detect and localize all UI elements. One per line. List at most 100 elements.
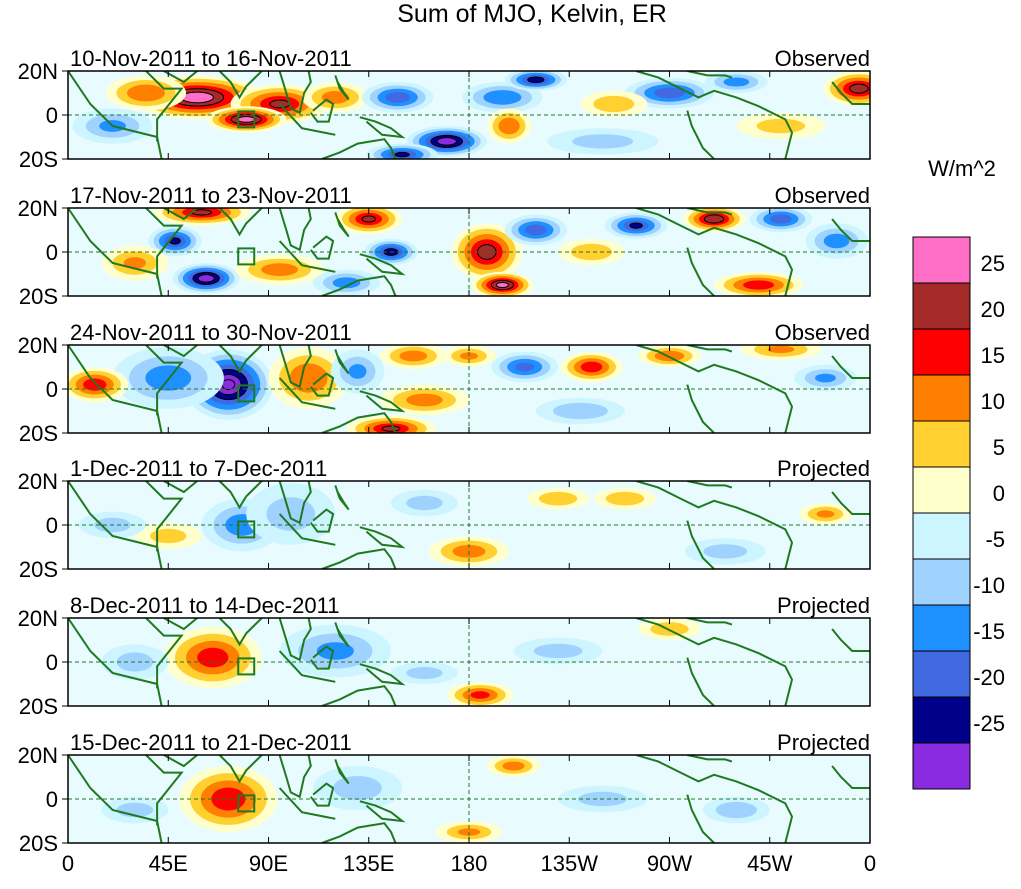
anomaly-blob xyxy=(685,538,766,565)
contour-level xyxy=(436,137,457,146)
panel-kind-label: Observed xyxy=(775,320,870,345)
x-tick-label: 45W xyxy=(747,851,792,876)
anomaly-blob xyxy=(313,766,403,810)
coastline xyxy=(687,71,733,79)
anomaly-blob xyxy=(560,351,623,383)
anomaly-field xyxy=(79,483,853,567)
coastline xyxy=(334,212,350,238)
coastline xyxy=(218,345,263,374)
y-tick-label: 0 xyxy=(46,650,58,675)
coastlines xyxy=(68,755,870,843)
y-tick-label: 20S xyxy=(19,831,58,856)
y-tick-label: 0 xyxy=(46,787,58,812)
coastline xyxy=(334,75,350,101)
contour-level xyxy=(211,787,246,811)
coastline xyxy=(359,390,406,413)
contour-level xyxy=(570,243,613,261)
x-tick-label: 135E xyxy=(343,851,394,876)
coastline xyxy=(145,345,184,416)
anomaly-blob xyxy=(740,345,821,361)
anomaly-blob xyxy=(313,269,380,296)
y-tick-label: 0 xyxy=(46,240,58,265)
coastline xyxy=(687,618,733,626)
contour-level xyxy=(533,643,583,659)
colorbar-tick-label: 20 xyxy=(981,297,1005,322)
chart-title: Sum of MJO, Kelvin, ER xyxy=(397,0,667,28)
panel-kind-label: Projected xyxy=(777,593,870,618)
panel-period-label: 15-Dec-2011 to 21-Dec-2011 xyxy=(70,730,352,755)
region-marker-box xyxy=(237,657,256,676)
contour-level xyxy=(580,361,603,373)
contour-level xyxy=(483,90,522,105)
anomaly-blob xyxy=(235,254,325,285)
contour-level xyxy=(221,379,236,391)
coastline xyxy=(310,782,335,807)
anomaly-blob xyxy=(823,71,870,107)
colorbar-tick-label: -15 xyxy=(973,619,1005,644)
anomaly-blob xyxy=(558,238,625,266)
anomaly-blob xyxy=(798,503,853,525)
colorbar-swatch xyxy=(912,236,971,284)
colorbar-tick-label: -5 xyxy=(985,527,1005,552)
coastline xyxy=(278,103,336,136)
panel-period-label: 10-Nov-2011 to 16-Nov-2011 xyxy=(70,46,352,71)
coastline xyxy=(68,345,163,433)
region-marker-box xyxy=(237,110,256,129)
x-tick-label: 90W xyxy=(647,851,692,876)
colorbar-swatch xyxy=(912,282,971,330)
contour-level xyxy=(406,667,443,679)
y-tick-label: 20N xyxy=(18,196,58,221)
anomaly-blob xyxy=(526,487,590,510)
coastline xyxy=(68,618,163,706)
contour-level xyxy=(333,776,382,800)
coastline xyxy=(686,794,715,843)
y-tick-label: 20S xyxy=(19,147,58,172)
colorbar-tick-label: 0 xyxy=(993,481,1005,506)
anomaly-blob xyxy=(362,82,434,113)
colorbar-swatch xyxy=(912,512,971,560)
coastline xyxy=(321,412,397,433)
y-tick-label: 20S xyxy=(19,557,58,582)
contour-level xyxy=(406,495,443,511)
coastline xyxy=(68,755,163,843)
contour-level xyxy=(743,280,775,290)
anomaly-blob xyxy=(604,212,668,239)
x-tick-label: 180 xyxy=(451,851,488,876)
coastline xyxy=(831,355,870,379)
contour-level xyxy=(495,281,509,289)
coastline xyxy=(145,755,184,826)
anomaly-blob xyxy=(301,82,369,113)
coastline xyxy=(163,208,198,221)
coastline xyxy=(278,513,336,546)
colorbar-swatch xyxy=(912,604,971,652)
contour-level xyxy=(849,83,869,94)
contour-level xyxy=(823,233,850,249)
coastline xyxy=(321,275,397,296)
panel-1: 20N 0 20S 10-Nov-2011 to 16-Nov-2011 Observe… xyxy=(18,46,871,172)
contour-level xyxy=(593,95,635,113)
anomaly-blob xyxy=(504,71,568,91)
coastline xyxy=(278,240,336,273)
coastline xyxy=(321,822,397,843)
colorbar-tick-label: 25 xyxy=(981,251,1005,276)
anomaly-blob xyxy=(379,345,447,370)
contour-level xyxy=(703,544,748,559)
anomaly-blob xyxy=(705,71,768,93)
coastline xyxy=(635,71,794,159)
y-tick-label: 0 xyxy=(46,377,58,402)
contour-level xyxy=(654,87,685,99)
panel-5: 20N 0 20S 8-Dec-2011 to 14-Dec-2011 Projecte… xyxy=(18,593,871,719)
coastline xyxy=(310,645,335,670)
contour-level xyxy=(572,134,634,149)
coastline xyxy=(831,491,870,515)
contour-level xyxy=(629,222,643,229)
coastline xyxy=(687,755,733,763)
contour-level xyxy=(123,257,146,269)
anomaly-blob xyxy=(580,90,648,118)
colorbar-tick-label: -20 xyxy=(973,665,1005,690)
colorbar: W/m^2 25 20 15 10 5 0 -5 -10 -15 -20 -25 xyxy=(912,156,1005,790)
contour-level xyxy=(756,118,806,134)
colorbar-tick-label: -25 xyxy=(973,711,1005,736)
colorbar-swatch xyxy=(912,374,971,422)
